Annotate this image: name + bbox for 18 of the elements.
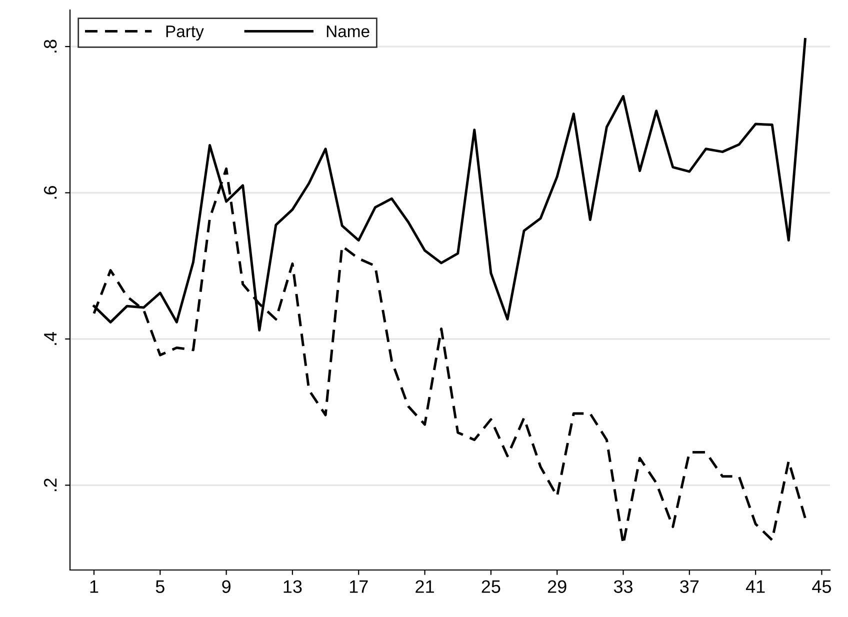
- x-tick-label: 25: [482, 580, 500, 593]
- y-tick-label: .4: [44, 332, 57, 345]
- x-tick-label: 33: [614, 580, 632, 593]
- x-tick-label: 41: [746, 580, 765, 593]
- y-tick-label: .8: [44, 40, 57, 52]
- x-tick-label: 45: [812, 580, 832, 593]
- legend-label: Party: [166, 26, 204, 41]
- x-tick-label: 13: [284, 580, 302, 593]
- x-tick-label: 29: [548, 580, 566, 593]
- y-tick-label: .6: [44, 186, 57, 199]
- x-tick-label: 17: [350, 580, 368, 593]
- x-tick-label: 37: [680, 580, 699, 593]
- x-tick-label: 21: [416, 580, 434, 593]
- legend-label: Name: [326, 26, 370, 38]
- y-tick-label: .2: [44, 478, 57, 492]
- x-tick-label: 9: [222, 580, 230, 593]
- x-tick-label: 1: [90, 580, 98, 593]
- x-tick-label: 5: [156, 580, 164, 593]
